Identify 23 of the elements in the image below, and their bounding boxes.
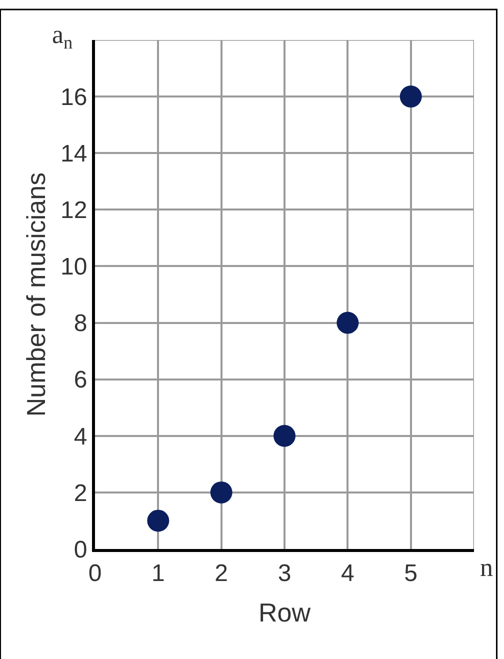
- y-tick-label: 14: [60, 140, 88, 168]
- x-tick-label: 3: [278, 560, 292, 587]
- y-tick-label: 10: [60, 254, 88, 281]
- point: [274, 424, 296, 447]
- y-tick-label: 2: [74, 480, 88, 507]
- y-tick-label: 12: [60, 197, 88, 224]
- y-tick-label: 16: [60, 84, 88, 111]
- point: [147, 510, 170, 532]
- x-axis-title: Row: [258, 598, 311, 628]
- text: a$_{n}$: [52, 20, 73, 52]
- x-tick-label: 4: [340, 560, 354, 587]
- point: [210, 481, 232, 504]
- y-tick-label: 6: [74, 366, 88, 394]
- y-tick-label: 8: [74, 310, 88, 338]
- y-axis-title: Number of musicians: [20, 172, 51, 417]
- point: [400, 86, 422, 108]
- y-tick-label: 0: [74, 536, 88, 564]
- text: n: [480, 553, 493, 582]
- y-tick-label: 4: [74, 423, 88, 450]
- x-tick-label: 1: [151, 560, 165, 587]
- point: [336, 312, 359, 334]
- x-tick-label: 2: [214, 560, 228, 587]
- x-tick-label: 5: [404, 560, 418, 587]
